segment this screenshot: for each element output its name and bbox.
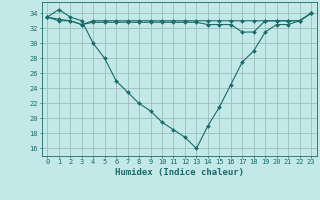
X-axis label: Humidex (Indice chaleur): Humidex (Indice chaleur) [115, 168, 244, 177]
